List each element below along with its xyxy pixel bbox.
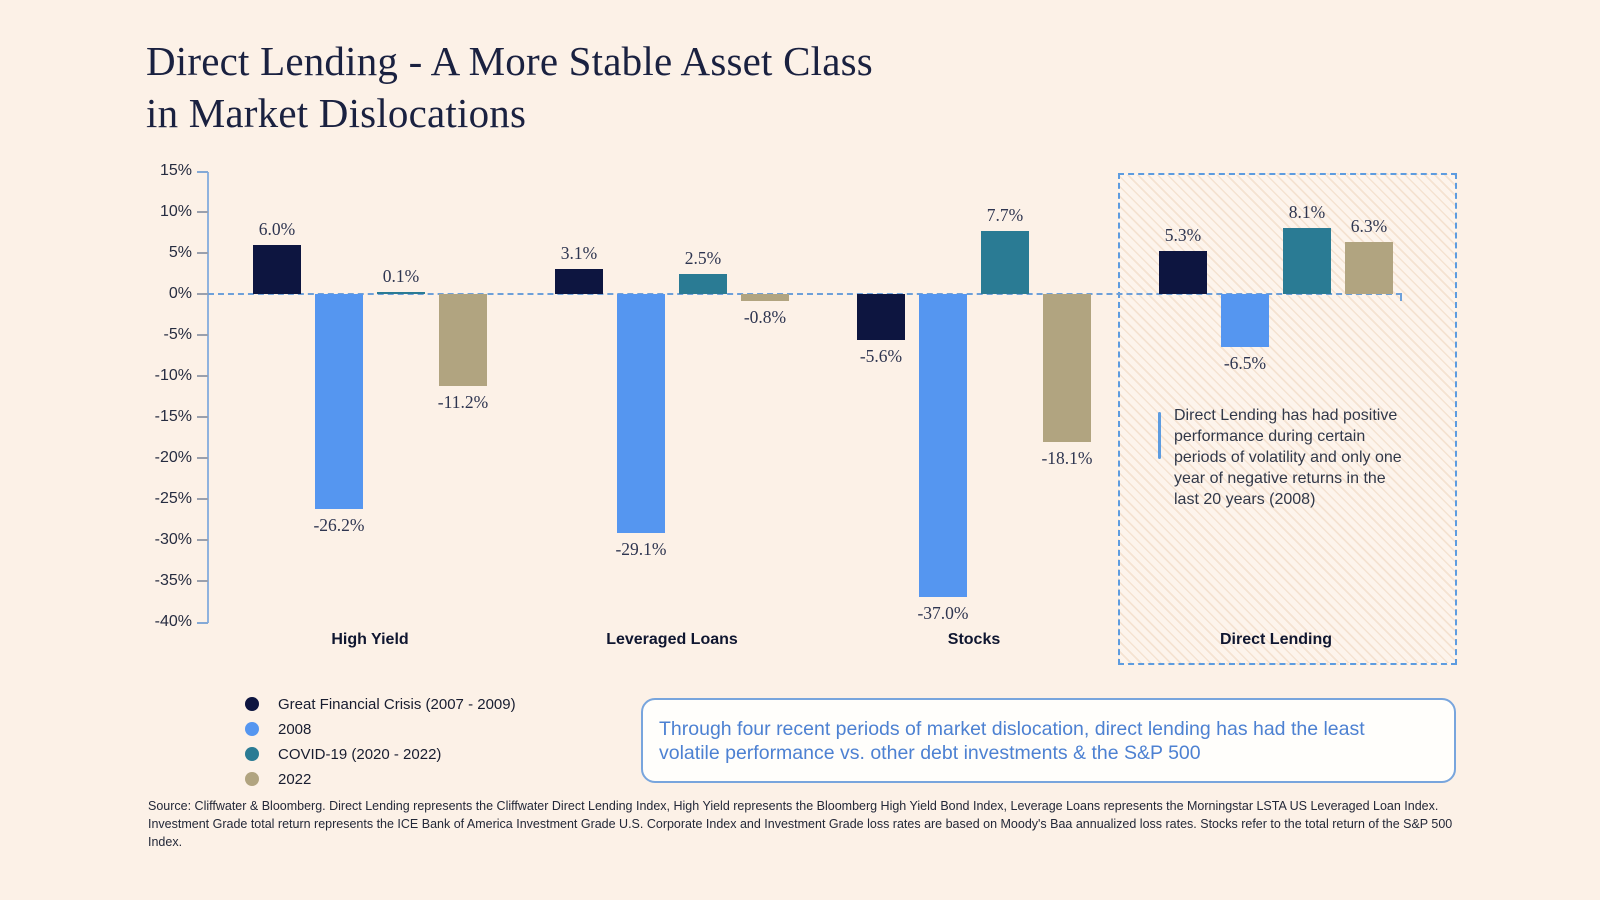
bar: [857, 294, 905, 340]
bar-value-label: -37.0%: [917, 603, 969, 624]
bar-value-label: 6.0%: [258, 218, 296, 239]
chart-legend: Great Financial Crisis (2007 - 2009) 2008…: [245, 694, 516, 794]
category-label: Leveraged Loans: [606, 631, 738, 648]
bar-value-label: 2.5%: [684, 247, 722, 268]
bar: [1345, 242, 1393, 294]
y-axis-tick-label: -25%: [154, 490, 192, 507]
y-axis-tick: [197, 252, 208, 254]
legend-swatch-icon: [245, 772, 259, 786]
source-note: Source: Cliffwater & Bloomberg. Direct L…: [148, 797, 1478, 851]
bar: [981, 230, 1029, 294]
callout-box: Through four recent periods of market di…: [641, 698, 1456, 783]
bar-value-label: 0.1%: [382, 266, 420, 286]
bar: [741, 294, 789, 301]
y-axis-tick: [197, 375, 208, 377]
bar-value-label: -18.1%: [1041, 448, 1093, 469]
bar: [617, 294, 665, 533]
legend-item: COVID-19 (2020 - 2022): [245, 744, 516, 764]
y-axis-bottom-cap: [197, 622, 208, 624]
legend-item: 2008: [245, 719, 516, 739]
bar-value-label: -5.6%: [859, 345, 903, 366]
bar-value-label: 7.7%: [986, 204, 1024, 225]
bar: [439, 294, 487, 386]
legend-item: 2022: [245, 769, 516, 789]
category-label: Stocks: [947, 631, 1001, 648]
legend-label: COVID-19 (2020 - 2022): [278, 745, 442, 763]
zero-baseline-end-tick: [1400, 293, 1402, 301]
y-axis-tick: [197, 416, 208, 418]
bar: [1043, 294, 1091, 443]
bar: [315, 294, 363, 509]
bar-value-label: 8.1%: [1288, 201, 1326, 222]
y-axis-tick-label: -20%: [154, 449, 192, 466]
bar-value-label: 3.1%: [560, 242, 598, 263]
bar: [679, 273, 727, 294]
page-title: Direct Lending - A More Stable Asset Cla…: [146, 38, 873, 136]
bar: [1159, 250, 1207, 294]
y-axis-tick-label: -15%: [154, 408, 192, 425]
zero-baseline: [208, 293, 1402, 295]
annotation-accent-bar: [1158, 412, 1161, 459]
y-axis-tick: [197, 498, 208, 500]
bar: [377, 292, 425, 294]
bar: [555, 268, 603, 294]
bar: [253, 244, 301, 294]
y-axis-tick: [197, 293, 208, 295]
y-axis-tick-label: 10%: [159, 203, 192, 220]
bar-value-label: -29.1%: [615, 538, 667, 559]
y-axis-tick: [197, 457, 208, 459]
y-axis-tick-label: 0%: [168, 285, 192, 302]
legend-label: Great Financial Crisis (2007 - 2009): [278, 695, 516, 713]
legend-swatch-icon: [245, 747, 259, 761]
y-axis-tick-label: -10%: [154, 367, 192, 384]
y-axis-tick-label: -30%: [154, 531, 192, 548]
y-axis-tick-label: 15%: [159, 162, 192, 179]
legend-label: 2008: [278, 720, 312, 738]
y-axis-tick-label: -40%: [154, 613, 192, 630]
legend-item: Great Financial Crisis (2007 - 2009): [245, 694, 516, 714]
category-label: High Yield: [331, 631, 409, 648]
legend-swatch-icon: [245, 697, 259, 711]
bar-value-label: -11.2%: [437, 391, 489, 412]
source-line-2: Investment Grade total return represents…: [148, 817, 1453, 849]
callout-text: Through four recent periods of market di…: [659, 717, 1365, 764]
y-axis-tick: [197, 334, 208, 336]
bar-value-label: 5.3%: [1164, 224, 1202, 245]
bar-value-label: -0.8%: [743, 306, 787, 327]
y-axis-top-cap: [197, 171, 208, 173]
bar: [1221, 294, 1269, 348]
legend-label: 2022: [278, 770, 312, 788]
y-axis-tick: [197, 211, 208, 213]
bar-value-label: -26.2%: [313, 514, 365, 535]
y-axis-line: [207, 172, 209, 623]
annotation-text: Direct Lending has had positive performa…: [1174, 407, 1402, 508]
y-axis-tick-label: -35%: [154, 572, 192, 589]
y-axis-tick-label: 5%: [168, 244, 192, 261]
category-label: Direct Lending: [1219, 631, 1333, 648]
y-axis-tick: [197, 539, 208, 541]
bar-value-label: -6.5%: [1223, 353, 1267, 374]
bar-value-label: 6.3%: [1350, 216, 1388, 237]
source-line-1: Source: Cliffwater & Bloomberg. Direct L…: [148, 799, 1439, 813]
y-axis-tick: [197, 580, 208, 582]
bar: [1283, 227, 1331, 294]
y-axis-tick-label: -5%: [163, 326, 192, 343]
bar: [919, 294, 967, 598]
legend-swatch-icon: [245, 722, 259, 736]
